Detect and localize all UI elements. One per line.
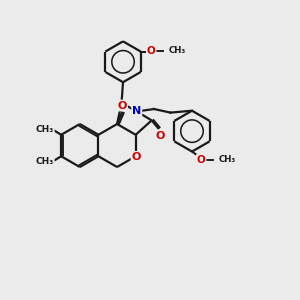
- Text: CH₃: CH₃: [36, 125, 54, 134]
- Text: O: O: [147, 46, 155, 56]
- Text: N: N: [132, 106, 141, 116]
- Text: O: O: [155, 130, 164, 141]
- Text: O: O: [197, 155, 206, 165]
- Text: CH₃: CH₃: [218, 155, 236, 164]
- Text: CH₃: CH₃: [168, 46, 185, 56]
- Text: O: O: [118, 100, 127, 110]
- Text: CH₃: CH₃: [36, 157, 54, 166]
- Text: O: O: [132, 152, 141, 162]
